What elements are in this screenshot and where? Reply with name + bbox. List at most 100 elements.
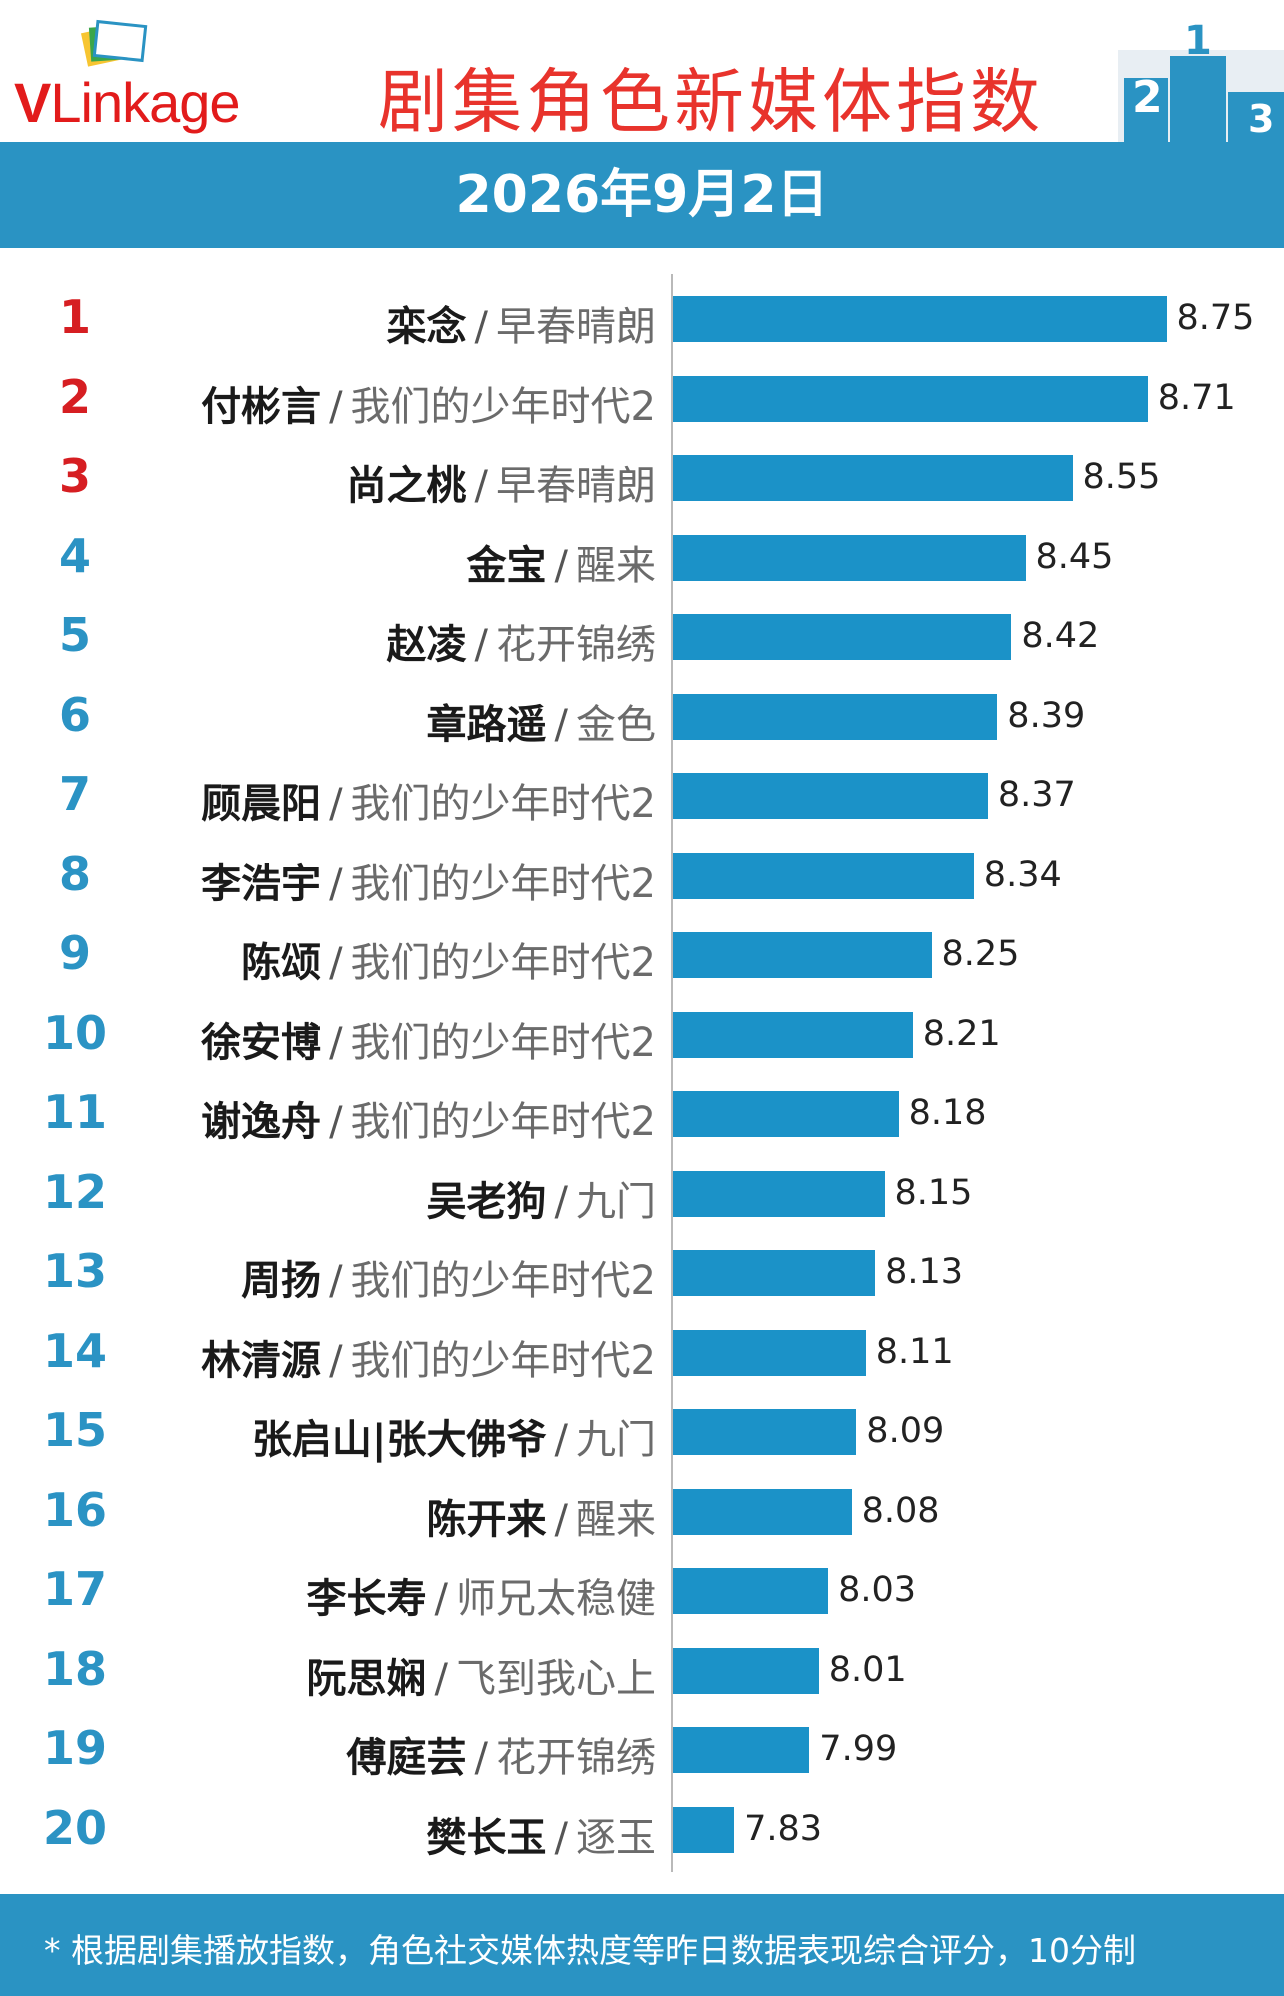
bar [673,455,1073,501]
rank-number: 14 [42,1323,107,1378]
separator: / [554,1814,568,1861]
show-title: 花开锦绣 [496,622,656,668]
character-name: 吴老狗 [426,1178,547,1225]
show-title: 我们的少年时代2 [350,1258,656,1304]
separator: / [554,1178,568,1225]
show-title: 九门 [576,1417,656,1463]
show-title: 我们的少年时代2 [350,1019,656,1066]
character-name: 李浩宇 [201,860,322,907]
category-label: 阮思娴 / 飞到我心上 [307,1646,656,1704]
bar [673,1250,876,1296]
character-name: 赵凌 [386,622,467,668]
category-label: 林清源 / 我们的少年时代2 [201,1328,656,1386]
rank-number: 10 [42,1005,107,1060]
character-name: 尚之桃 [346,463,467,509]
character-name: 李长寿 [306,1576,427,1622]
rank-number: 5 [58,608,91,662]
category-label: 樊长玉 / 逐玉 [427,1805,656,1863]
rank-number: 1 [58,290,91,344]
chart-row: 2 付彬言 / 我们的少年时代2 8.71 [0,356,1284,435]
show-title: 飞到我心上 [456,1655,656,1702]
bar-value-label: 8.03 [838,1570,917,1610]
bar [673,375,1148,422]
bar-value-label: 8.18 [908,1093,987,1133]
show-title: 花开锦绣 [496,1735,656,1781]
category-label: 顾晨阳 / 我们的少年时代2 [201,771,656,829]
character-name: 谢逸舟 [201,1099,322,1145]
page-title: 剧集角色新媒体指数 [378,61,1044,143]
category-label: 章路遥 / 金色 [427,692,656,750]
bar-value-label: 8.34 [983,854,1062,895]
rank-number: 15 [42,1403,107,1457]
bar-value-label: 8.21 [922,1013,1001,1054]
bar-value-label: 8.45 [1035,536,1114,577]
character-name: 顾晨阳 [201,781,322,827]
bar [673,1409,857,1455]
category-label: 付彬言 / 我们的少年时代2 [201,374,656,432]
character-name: 章路遥 [426,701,547,748]
character-name: 傅庭芸 [346,1735,467,1781]
bar [673,1488,852,1535]
show-title: 我们的少年时代2 [350,940,656,986]
vlinkage-logo: VLinkage [14,18,284,134]
separator: / [554,542,568,589]
category-label: 李浩宇 / 我们的少年时代2 [201,851,656,909]
bar [673,534,1026,581]
logo-text: VLinkage [14,71,241,134]
show-title: 我们的少年时代2 [350,1337,656,1384]
show-title: 早春晴朗 [496,304,656,350]
category-label: 徐安博 / 我们的少年时代2 [201,1010,656,1068]
bar [673,1170,885,1217]
bar-value-label: 8.08 [861,1490,940,1531]
date-banner: 2026年9月2日 [0,142,1284,248]
bar-value-label: 8.71 [1157,377,1236,418]
show-title: 逐玉 [576,1814,656,1861]
chart-row: 11 谢逸舟 / 我们的少年时代2 8.18 [0,1071,1284,1150]
chart-row: 20 樊长玉 / 逐玉 7.83 [0,1787,1284,1866]
rank-number: 6 [58,687,91,742]
footer-note: * 根据剧集播放指数，角色社交媒体热度等昨日数据表现综合评分，10分制 [44,1931,1136,1970]
chart-row: 12 吴老狗 / 九门 8.15 [0,1151,1284,1230]
bar-value-label: 8.15 [894,1172,973,1213]
bar [673,932,932,978]
chart-row: 8 李浩宇 / 我们的少年时代2 8.34 [0,833,1284,912]
bar [673,1647,819,1694]
category-label: 吴老狗 / 九门 [427,1169,656,1227]
bar [673,1329,866,1376]
character-name: 阮思娴 [306,1655,427,1702]
separator: / [329,860,343,907]
category-label: 谢逸舟 / 我们的少年时代2 [201,1089,656,1147]
separator: / [329,383,343,430]
rank-number: 19 [42,1721,107,1775]
show-title: 我们的少年时代2 [350,1099,656,1145]
chart-row: 15 张启山|张大佛爷 / 九门 8.09 [0,1389,1284,1468]
separator: / [474,463,488,509]
bar [673,296,1167,342]
chart-row: 7 顾晨阳 / 我们的少年时代2 8.37 [0,753,1284,832]
bar [673,1091,899,1137]
separator: / [329,1019,343,1066]
separator: / [329,940,343,986]
chart-row: 10 徐安博 / 我们的少年时代2 8.21 [0,992,1284,1071]
rank-number: 18 [42,1641,107,1696]
bar-value-label: 7.99 [819,1729,898,1769]
category-label: 张启山|张大佛爷 / 九门 [252,1407,656,1465]
category-label: 尚之桃 / 早春晴朗 [347,453,656,511]
podium-icon: 2 1 3 [1118,20,1284,142]
chart-row: 5 赵凌 / 花开锦绣 8.42 [0,594,1284,673]
separator: / [474,1735,488,1781]
rank-number: 9 [58,926,91,980]
character-name: 樊长玉 [426,1814,547,1861]
rank-number: 20 [42,1800,107,1855]
category-label: 李长寿 / 师兄太稳健 [307,1566,656,1624]
bar-value-label: 8.09 [866,1411,945,1451]
category-label: 金宝 / 醒来 [467,533,656,591]
show-title: 师兄太稳健 [456,1576,656,1622]
category-label: 栾念 / 早春晴朗 [387,294,656,352]
character-name: 林清源 [201,1337,322,1384]
chart-row: 13 周扬 / 我们的少年时代2 8.13 [0,1230,1284,1309]
rank-number: 8 [58,846,91,901]
character-name: 陈颂 [241,940,322,986]
separator: / [329,1337,343,1384]
rank-number: 13 [42,1244,107,1298]
